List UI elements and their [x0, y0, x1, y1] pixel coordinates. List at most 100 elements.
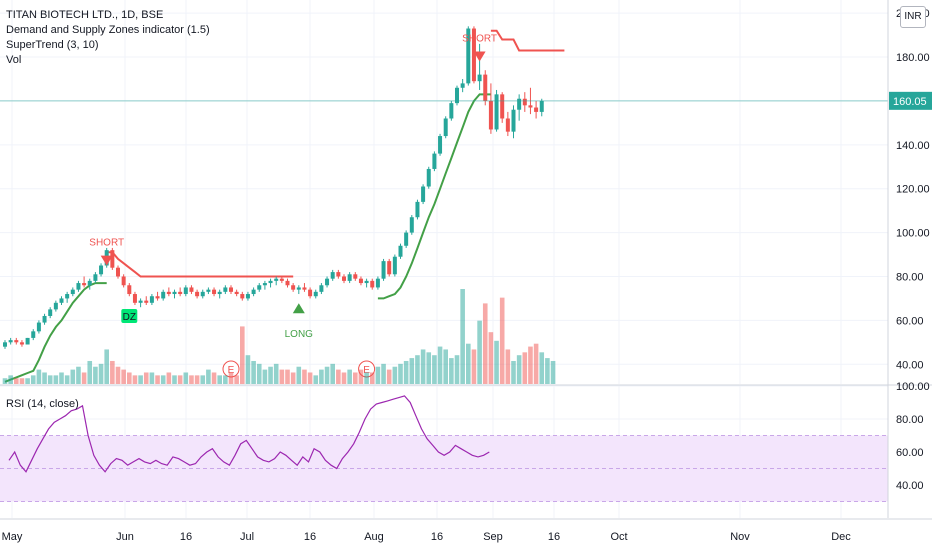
candle [285, 278, 290, 288]
candle [183, 285, 188, 297]
volume-bar [358, 369, 364, 384]
volume-bar [341, 372, 347, 384]
volume-bar [420, 349, 426, 384]
candle [121, 274, 126, 288]
candle [375, 276, 380, 290]
candle [195, 289, 200, 299]
candle-body [138, 300, 143, 303]
candle [421, 184, 426, 205]
volume-bar [30, 375, 36, 384]
candle [36, 320, 41, 334]
candle-body [460, 83, 465, 88]
volume-bar [336, 369, 341, 384]
volume-bar [347, 369, 352, 384]
candle [353, 272, 358, 281]
candle-body [398, 245, 403, 257]
candle-body [82, 283, 87, 286]
volume-bar [307, 372, 313, 384]
candle-body [455, 87, 459, 104]
volume-bar [189, 375, 194, 384]
supertrend-up-line [4, 93, 491, 383]
candle [223, 285, 228, 295]
candle [392, 254, 397, 277]
volume-bar [415, 355, 420, 384]
price-axis-tick-label: 120.00 [896, 184, 930, 196]
price-axis-tick-label: 140.00 [896, 140, 930, 152]
last-price-tag [889, 91, 932, 110]
earnings-marker-label: E [228, 365, 235, 376]
volume-bar [70, 369, 76, 384]
volume-bar [330, 363, 335, 384]
candle [488, 83, 493, 134]
candle [70, 287, 75, 297]
candle [398, 243, 403, 259]
candle-body [438, 136, 443, 154]
candle [381, 258, 386, 281]
candle [539, 98, 544, 117]
candle-body [200, 291, 205, 297]
candle-body [229, 287, 233, 292]
volume-bar [466, 343, 471, 384]
indicator-supertrend-label[interactable]: SuperTrend (3, 10) [6, 39, 99, 51]
volume-bar [2, 378, 8, 384]
candle [522, 92, 527, 112]
candle [387, 258, 392, 277]
candle-body [223, 287, 228, 292]
candle [212, 287, 217, 297]
volume-bar [398, 363, 403, 384]
volume-bar [488, 332, 494, 384]
candle [325, 276, 330, 288]
short-signal-label: SHORT [462, 33, 497, 44]
candle-body [466, 28, 471, 84]
candle-body [110, 250, 115, 268]
time-axis-tick-label: 16 [431, 531, 443, 543]
rsi-legend-label[interactable]: RSI (14, close) [6, 398, 79, 410]
candle-body [262, 283, 267, 286]
volume-bar [392, 366, 398, 384]
volume-bar [437, 346, 443, 384]
candle-body [144, 300, 149, 303]
volume-bar [64, 375, 70, 384]
volume-bar [200, 375, 206, 384]
volume-bar [353, 372, 358, 384]
indicator-volume-label[interactable]: Vol [6, 54, 22, 66]
candle [336, 269, 341, 279]
symbol-title[interactable]: TITAN BIOTECH LTD., 1D, BSE [6, 9, 164, 21]
candle [127, 283, 132, 297]
volume-bar [149, 372, 155, 384]
candle [466, 26, 471, 86]
volume-bar [81, 372, 87, 384]
volume-bar [172, 375, 177, 384]
candle-body [59, 298, 64, 303]
rsi-axis-tick-label: 100.00 [896, 381, 930, 393]
candle [483, 70, 488, 106]
volume-bar [240, 326, 245, 384]
candle-body [217, 291, 222, 295]
candle-body [53, 302, 58, 310]
candle-body [116, 267, 120, 277]
candle [48, 307, 53, 319]
long-signal-label: LONG [285, 329, 314, 340]
volume-bar [194, 375, 200, 384]
candle-body [392, 256, 397, 275]
candle [471, 26, 476, 84]
candle [409, 215, 414, 235]
currency-badge[interactable]: INR [900, 6, 926, 28]
volume-bar [296, 366, 302, 384]
candle-body [132, 294, 137, 303]
candle-body [65, 294, 70, 299]
candle-body [206, 289, 211, 292]
indicator-demand-supply-label[interactable]: Demand and Supply Zones indicator (1.5) [6, 24, 210, 36]
volume-bar [319, 369, 324, 384]
volume-bar [381, 363, 386, 384]
candle [76, 280, 81, 292]
volume-bar [454, 355, 460, 384]
candle-body [319, 285, 324, 292]
candle-body [296, 287, 301, 290]
candle [364, 278, 369, 288]
volume-bar [138, 375, 143, 384]
candle [432, 151, 437, 172]
candle [93, 272, 98, 284]
candle [217, 289, 222, 299]
